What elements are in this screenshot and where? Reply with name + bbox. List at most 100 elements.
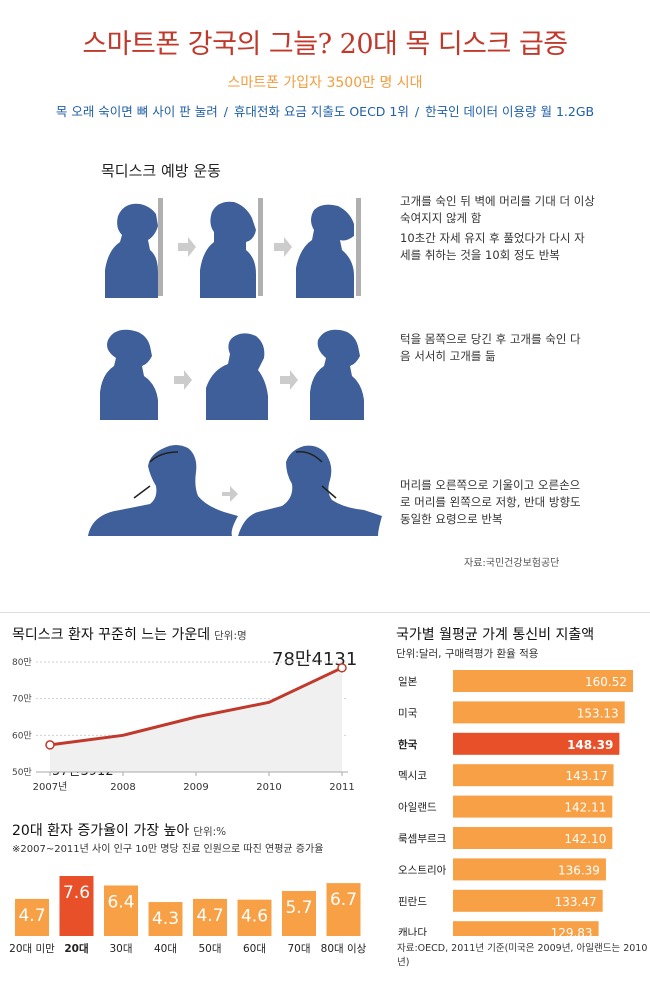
y-tick-label: 80만 bbox=[12, 657, 32, 668]
small-arrow-icon bbox=[133, 485, 151, 499]
y-tick-label: 70만 bbox=[12, 694, 32, 705]
category-label: 한국 bbox=[398, 738, 418, 751]
exercise-desc-1b: 10초간 자세 유지 후 풀었다가 다시 자세를 취하는 것을 10회 정도 반… bbox=[400, 231, 585, 262]
category-label: 핀란드 bbox=[398, 896, 427, 908]
category-label: 오스트리아 bbox=[398, 864, 447, 876]
x-tick-label: 20대 bbox=[64, 942, 88, 955]
x-tick-label: 60대 bbox=[243, 943, 266, 955]
exercise-title: 목디스크 예방 운동 bbox=[101, 162, 221, 180]
x-tick-label: 2007년 bbox=[33, 781, 68, 793]
bar-chart-title-text: 20대 환자 증가율이 가장 높아 bbox=[12, 823, 190, 839]
separator: / bbox=[414, 104, 420, 119]
bar-value-label: 148.39 bbox=[567, 738, 613, 752]
person-silhouette-icon bbox=[238, 445, 382, 536]
bar bbox=[237, 899, 272, 936]
curved-arrow-icon bbox=[295, 450, 323, 463]
bar bbox=[453, 701, 625, 724]
arrow-right-icon bbox=[274, 237, 292, 257]
x-tick-label: 70대 bbox=[287, 943, 310, 955]
bar-chart-title: 20대 환자 증가율이 가장 높아 단위:% bbox=[12, 820, 226, 840]
x-tick-label: 20대 미만 bbox=[9, 943, 55, 955]
wall bbox=[356, 198, 361, 296]
bar-value-label: 142.10 bbox=[564, 832, 606, 846]
exercise-row-2 bbox=[100, 329, 364, 420]
headline-2: 휴대전화 요금 지출도 OECD 1위 bbox=[233, 104, 409, 119]
bar-value-label: 4.6 bbox=[241, 907, 268, 927]
bar bbox=[453, 764, 614, 787]
data-point bbox=[45, 740, 55, 750]
x-tick-label: 30대 bbox=[109, 943, 132, 955]
bar bbox=[453, 827, 613, 849]
bar bbox=[453, 858, 606, 881]
bar-value-label: 153.13 bbox=[577, 706, 619, 720]
page-subtitle: 스마트폰 가입자 3500만 명 시대 bbox=[227, 75, 423, 91]
arrow-right-icon bbox=[174, 370, 192, 390]
wall bbox=[258, 198, 263, 296]
arrow-right-icon bbox=[178, 237, 196, 257]
bar-value-label: 133.47 bbox=[555, 895, 597, 909]
bar-value-label: 7.6 bbox=[63, 883, 90, 903]
line-area bbox=[50, 667, 342, 772]
hbar-chart-source: 자료:OECD, 2011년 기준(미국은 2009년, 아일랜드는 2010년… bbox=[397, 943, 648, 968]
bar-value-label: 143.17 bbox=[566, 769, 608, 783]
exercise-desc-1a: 고개를 숙인 뒤 벽에 머리를 기대 더 이상 숙여지지 않게 함 bbox=[400, 194, 595, 225]
headline-1: 목 오래 숙이면 뼈 사이 판 눌려 bbox=[55, 104, 218, 119]
exercise-source: 자료:국민건강보험공단 bbox=[464, 558, 560, 569]
person-silhouette-icon bbox=[206, 333, 268, 420]
line-chart-last-label: 78만4131 bbox=[272, 649, 358, 670]
x-tick-label: 2009 bbox=[183, 782, 208, 793]
data-line bbox=[49, 666, 343, 747]
category-label: 캐나다 bbox=[398, 927, 427, 936]
x-tick-label: 2011 bbox=[329, 782, 354, 793]
bar bbox=[453, 732, 620, 755]
x-tick-label: 50대 bbox=[198, 943, 221, 955]
category-label: 아일랜드 bbox=[398, 801, 437, 814]
bar-value-label: 4.7 bbox=[196, 906, 223, 926]
hbar-chart-title: 국가별 월평균 가계 통신비 지출액 bbox=[396, 627, 595, 643]
bar bbox=[453, 795, 613, 818]
x-tick-label: 2008 bbox=[110, 782, 135, 793]
y-tick-label: 50만 bbox=[12, 767, 32, 778]
bar bbox=[148, 902, 183, 936]
bar-value-label: 4.7 bbox=[18, 906, 45, 926]
bar bbox=[193, 898, 227, 936]
bar-value-label: 6.4 bbox=[107, 892, 134, 912]
y-tick-label: 60만 bbox=[12, 730, 32, 741]
exercise-desc-2: 턱을 몸쪽으로 당긴 후 고개를 숙인 다음 서서히 고개를 듦 bbox=[400, 332, 581, 363]
category-label: 멕시코 bbox=[398, 770, 427, 782]
x-tick-label: 40대 bbox=[154, 943, 177, 955]
line-chart: 50만 60만 70만 80만 2007년 2008 2009 2010 2011 bbox=[12, 657, 355, 793]
bar-value-label: 136.39 bbox=[558, 863, 600, 877]
bar bbox=[59, 876, 94, 936]
bar bbox=[453, 921, 599, 936]
divider bbox=[0, 612, 650, 613]
exercise-desc-3: 머리를 오른쪽으로 기울이고 오른손으로 머리를 왼쪽으로 저항, 반대 방향도… bbox=[400, 478, 581, 526]
bar bbox=[282, 891, 316, 936]
line-chart-title-text: 목디스크 환자 꾸준히 느는 가운데 bbox=[12, 627, 211, 643]
category-label: 룩셈부르크 bbox=[398, 833, 447, 845]
person-silhouette-icon bbox=[310, 329, 364, 420]
bar-value-label: 142.11 bbox=[564, 801, 606, 815]
hbar-chart: 일본 160.52 미국 153.13 한국 148.39 멕시코 143.17 아일랜드 142… bbox=[398, 670, 633, 936]
headline-3: 한국인 데이터 이용량 월 1.2GB bbox=[425, 104, 595, 119]
data-point bbox=[337, 663, 347, 673]
exercise-illustrations bbox=[88, 198, 382, 536]
bar bbox=[326, 883, 361, 936]
small-arrow-icon bbox=[321, 485, 337, 499]
bar bbox=[15, 898, 49, 936]
exercise-row-1 bbox=[105, 198, 361, 298]
person-silhouette-icon bbox=[100, 329, 158, 420]
bar-value-label: 160.52 bbox=[585, 675, 627, 689]
headline-list: 목 오래 숙이면 뼈 사이 판 눌려 / 휴대전화 요금 지출도 OECD 1위 / 한… bbox=[0, 101, 650, 120]
bar-chart-unit: 단위:% bbox=[193, 826, 227, 838]
x-tick-label: 80대 이상 bbox=[321, 943, 367, 955]
bar-value-label: 129.83 bbox=[551, 926, 593, 936]
page-title: 스마트폰 강국의 그늘? 20대 목 디스크 급증 bbox=[82, 29, 568, 60]
bar bbox=[453, 889, 603, 912]
person-silhouette-icon bbox=[105, 203, 158, 298]
bar bbox=[453, 670, 633, 692]
wall bbox=[158, 198, 163, 296]
hbar-chart-unit: 단위:달러, 구매력평가 환율 적용 bbox=[396, 648, 539, 660]
bar-value-label: 5.7 bbox=[285, 898, 312, 918]
bar-chart: 4.7 20대 미만 7.6 20대 6.4 30대 4.3 40대 4.7 50대 4.6 60대 5… bbox=[9, 876, 367, 955]
